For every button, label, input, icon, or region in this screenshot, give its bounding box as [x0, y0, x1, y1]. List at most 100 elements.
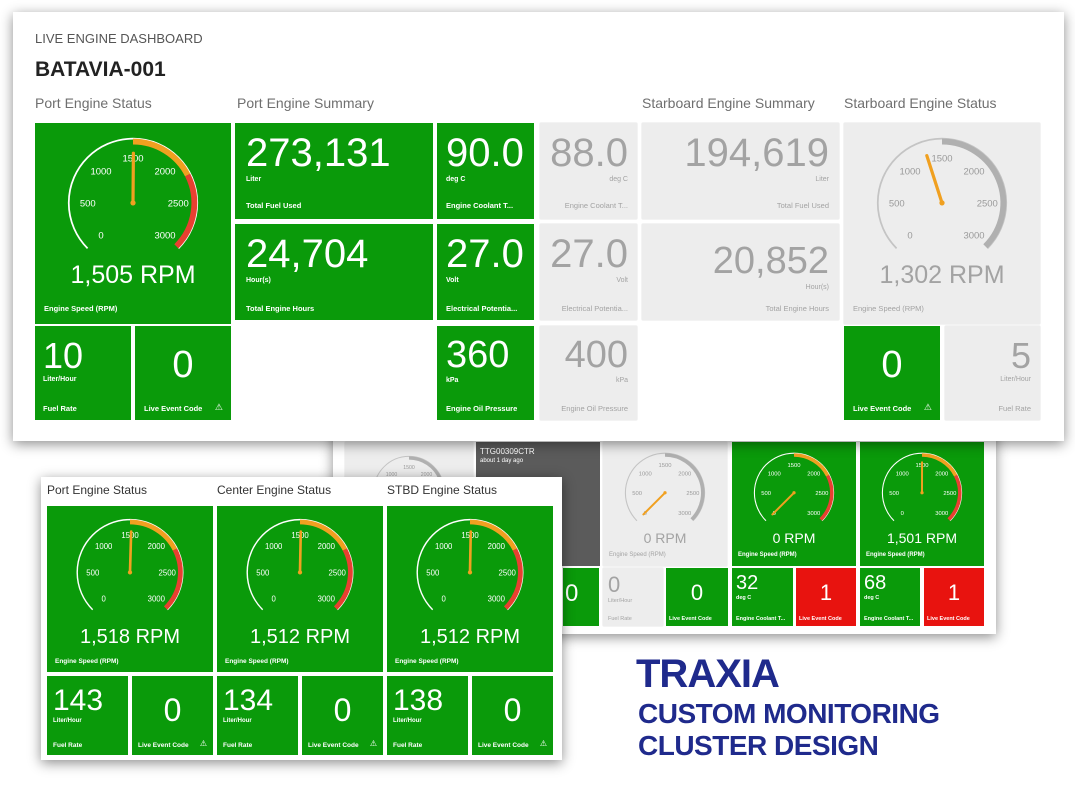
gauge-tick-label: 500 — [86, 568, 100, 577]
port-volt-tile[interactable]: 27.0 Volt Electrical Potentia... — [437, 224, 534, 320]
tile-label: Live Event Code — [799, 616, 842, 622]
stbd-engine-speed-tile[interactable]: 0 500 1000 1500 2000 2500 3000 1,302 RPM Engin… — [844, 123, 1040, 324]
tile-value: 0 — [881, 344, 903, 386]
tile-unit: Liter/Hour — [223, 718, 252, 724]
gauge-tick-label: 1500 — [403, 465, 415, 471]
event-code-tile-alert[interactable]: 1 Live Event Code — [796, 568, 856, 626]
tile-value: 10 — [43, 335, 84, 376]
stbd-coolant-tile[interactable]: 88.0 deg C Engine Coolant T... — [540, 123, 637, 219]
gauge-needle — [298, 530, 303, 574]
gauge-tick-label: 3000 — [678, 511, 692, 517]
stbd-live-event-tile[interactable]: 0 Live Event Code ⚠ — [844, 326, 940, 420]
port-coolant-tile[interactable]: 90.0 deg C Engine Coolant T... — [437, 123, 534, 219]
gauge-needle-hub — [920, 491, 924, 495]
stbd-volt-tile[interactable]: 27.0 Volt Electrical Potentia... — [540, 224, 637, 320]
tile-label: Fuel Rate — [608, 616, 632, 622]
gauge-tick-label: 3000 — [154, 231, 175, 242]
gauge-tick-label: 0 — [442, 595, 447, 604]
tile-unit: Liter — [246, 176, 262, 183]
event-code-tile-alert[interactable]: 1 Live Event Code — [924, 568, 984, 626]
gauge-tick-label: 1500 — [787, 463, 801, 469]
gauge-tile-green-1[interactable]: 0 500 1000 1500 2000 2500 3000 0 RPM Engine Sp… — [732, 442, 856, 566]
port-fuel-rate-tile[interactable]: 10 Liter/Hour Fuel Rate — [35, 326, 131, 420]
center-live-event-tile[interactable]: 0 Live Event Code ⚠ — [302, 676, 383, 755]
gauge-tick-label: 3000 — [318, 595, 336, 604]
section-stbd-status: Starboard Engine Status — [844, 95, 997, 111]
tile-value: 27.0 — [550, 232, 628, 276]
center-fuel-rate-tile[interactable]: 134 Liter/Hour Fuel Rate — [217, 676, 298, 755]
stbd-engine-hours-tile[interactable]: 20,852 Hour(s) Total Engine Hours — [642, 224, 839, 320]
stbd-total-fuel-tile[interactable]: 194,619 Liter Total Fuel Used — [642, 123, 839, 219]
gauge-tick-label: 1000 — [95, 542, 113, 551]
tile-value: 143 — [53, 684, 104, 717]
stbd-live-event-tile[interactable]: 0 Live Event Code ⚠ — [472, 676, 553, 755]
gauge-danger-band — [947, 474, 962, 521]
tile-unit: Liter/Hour — [1000, 376, 1031, 383]
rpm-readout: 1,512 RPM — [249, 626, 351, 648]
gauge-tick-label: 2000 — [154, 167, 175, 178]
gauge-tick-label: 2500 — [977, 199, 998, 210]
rpm-readout: 0 RPM — [643, 530, 687, 546]
gauge-band — [941, 138, 1007, 249]
port-live-event-tile[interactable]: 0 Live Event Code ⚠ — [135, 326, 231, 420]
stbd-oil-pressure-tile[interactable]: 400 kPa Engine Oil Pressure — [540, 326, 637, 420]
port-engine-hours-tile[interactable]: 24,704 Hour(s) Total Engine Hours — [235, 224, 433, 320]
gauge-label: Engine Speed (RPM) — [55, 658, 119, 665]
stbd-fuel-rate-tile[interactable]: 138 Liter/Hour Fuel Rate — [387, 676, 468, 755]
tile-value: 0 — [608, 572, 621, 597]
warning-icon: ⚠ — [539, 739, 547, 748]
section-port-summary: Port Engine Summary — [237, 95, 374, 111]
tile-label: Total Engine Hours — [246, 304, 315, 313]
tile-label: Electrical Potentia... — [561, 304, 628, 313]
tile-value: 0 — [565, 580, 579, 607]
tile-label: Engine Oil Pressure — [561, 404, 628, 413]
tile-label: Fuel Rate — [223, 742, 253, 749]
gauge-tick-label: 2500 — [943, 491, 957, 497]
tile-label: Engine Coolant T... — [736, 616, 786, 622]
brand-tagline-1: CUSTOM MONITORING — [638, 698, 940, 729]
gauge-tick-label: 500 — [80, 199, 96, 210]
gauge-tick-label: 500 — [426, 568, 440, 577]
coolant-tile[interactable]: 68 deg C Engine Coolant T... — [860, 568, 920, 626]
gauge-tile-grey[interactable]: 0 500 1000 1500 2000 2500 3000 0 RPM Engine Sp… — [603, 442, 727, 566]
gauge-needle — [771, 491, 795, 516]
fuel-rate-tile[interactable]: 0 Liter/Hour Fuel Rate — [603, 568, 663, 626]
tile-value: 0 — [690, 580, 704, 605]
port-oil-pressure-tile[interactable]: 360 kPa Engine Oil Pressure — [437, 326, 534, 420]
stbd-fuel-rate-tile[interactable]: 5 Liter/Hour Fuel Rate — [945, 326, 1040, 420]
gauge-tick-label: 2000 — [148, 542, 166, 551]
event-code-tile[interactable]: 0 Live Event Code — [666, 568, 728, 626]
tile-label: Fuel Rate — [43, 404, 77, 413]
port-live-event-tile[interactable]: 0 Live Event Code ⚠ — [132, 676, 213, 755]
tile-label: Live Event Code — [144, 404, 203, 413]
port-total-fuel-tile[interactable]: 273,131 Liter Total Fuel Used — [235, 123, 433, 219]
port-fuel-rate-tile[interactable]: 143 Liter/Hour Fuel Rate — [47, 676, 128, 755]
rpm-readout: 1,302 RPM — [879, 261, 1005, 289]
gauge-needle-hub — [467, 570, 473, 575]
gauge-caution-band — [299, 519, 348, 551]
tile-label: Live Event Code — [478, 742, 529, 749]
gauge-label: Engine Speed (RPM) — [44, 304, 118, 313]
tile-unit: Volt — [616, 277, 628, 284]
coolant-tile[interactable]: 32 deg C Engine Coolant T... — [732, 568, 793, 626]
warning-icon: ⚠ — [369, 739, 377, 748]
gauge-tick-label: 2000 — [807, 471, 821, 477]
gauge-tick-label: 0 — [901, 511, 905, 517]
tile-value: 27.0 — [446, 232, 524, 276]
gauge-tick-label: 2000 — [935, 471, 949, 477]
rpm-readout: 1,518 RPM — [79, 626, 181, 648]
partial-tile[interactable]: 0 — [563, 568, 599, 626]
tile-value: 360 — [446, 334, 510, 376]
tile-value: 0 — [503, 692, 522, 728]
brand-logo: TRAXIA — [636, 652, 780, 696]
gauge-caution-band — [469, 519, 518, 551]
